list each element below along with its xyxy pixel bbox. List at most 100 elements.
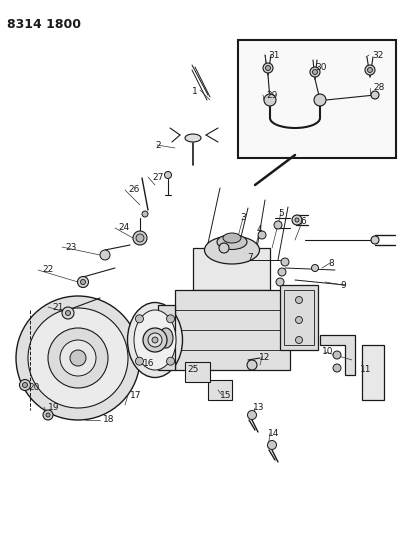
Circle shape — [333, 351, 341, 359]
Circle shape — [166, 357, 174, 365]
Text: 11: 11 — [360, 366, 371, 375]
Bar — [362, 345, 384, 400]
Circle shape — [267, 440, 277, 449]
Text: 15: 15 — [220, 391, 231, 400]
Circle shape — [276, 278, 284, 286]
Circle shape — [135, 315, 144, 323]
Circle shape — [278, 268, 286, 276]
Circle shape — [296, 336, 302, 343]
Text: 21: 21 — [52, 303, 63, 311]
Circle shape — [65, 311, 71, 316]
Circle shape — [100, 250, 110, 260]
Ellipse shape — [205, 236, 259, 264]
Circle shape — [310, 67, 320, 77]
Ellipse shape — [159, 328, 173, 348]
Text: 23: 23 — [65, 243, 76, 252]
Circle shape — [296, 296, 302, 303]
Ellipse shape — [223, 233, 241, 243]
Ellipse shape — [143, 328, 167, 352]
Circle shape — [48, 328, 108, 388]
Text: 17: 17 — [130, 391, 142, 400]
Text: 5: 5 — [278, 208, 284, 217]
Circle shape — [136, 234, 144, 242]
Circle shape — [312, 69, 318, 75]
Circle shape — [274, 221, 282, 229]
Polygon shape — [158, 305, 175, 370]
Text: 30: 30 — [315, 63, 326, 72]
Circle shape — [22, 383, 28, 387]
Circle shape — [281, 258, 289, 266]
Text: 14: 14 — [268, 429, 279, 438]
Circle shape — [135, 357, 144, 365]
Polygon shape — [175, 290, 290, 370]
Text: 13: 13 — [253, 403, 265, 413]
Text: 31: 31 — [268, 51, 280, 60]
Circle shape — [263, 63, 273, 73]
Text: 7: 7 — [247, 254, 253, 262]
Text: 6: 6 — [300, 217, 306, 227]
Text: 10: 10 — [322, 348, 334, 357]
Circle shape — [247, 410, 257, 419]
Text: 25: 25 — [187, 366, 198, 375]
Text: 27: 27 — [152, 173, 163, 182]
Text: 19: 19 — [48, 402, 59, 411]
Circle shape — [77, 277, 89, 287]
Circle shape — [365, 65, 375, 75]
Ellipse shape — [148, 333, 162, 347]
Text: 18: 18 — [103, 416, 115, 424]
Circle shape — [60, 340, 96, 376]
Circle shape — [43, 410, 53, 420]
Circle shape — [164, 172, 172, 179]
Text: 2: 2 — [155, 141, 161, 149]
Bar — [280, 285, 318, 350]
Polygon shape — [320, 335, 355, 375]
Circle shape — [166, 315, 174, 323]
Text: 28: 28 — [373, 84, 384, 93]
Text: 26: 26 — [128, 185, 139, 195]
Text: 8: 8 — [328, 259, 334, 268]
Circle shape — [70, 350, 86, 366]
Text: 16: 16 — [143, 359, 154, 367]
Circle shape — [258, 231, 266, 239]
Bar — [238, 40, 396, 158]
Circle shape — [264, 94, 276, 106]
Circle shape — [296, 317, 302, 324]
Text: 8314 1800: 8314 1800 — [7, 18, 81, 31]
Circle shape — [247, 360, 257, 370]
Circle shape — [371, 91, 379, 99]
Circle shape — [16, 296, 140, 420]
Circle shape — [28, 308, 128, 408]
Circle shape — [133, 231, 147, 245]
Text: 22: 22 — [42, 265, 53, 274]
Circle shape — [81, 279, 85, 285]
Circle shape — [371, 236, 379, 244]
Circle shape — [292, 215, 302, 225]
Polygon shape — [185, 362, 210, 382]
Circle shape — [295, 218, 299, 222]
Circle shape — [367, 68, 373, 72]
Polygon shape — [208, 380, 232, 400]
Text: 20: 20 — [28, 384, 40, 392]
Circle shape — [265, 66, 271, 70]
Text: 9: 9 — [340, 280, 346, 289]
Ellipse shape — [152, 337, 158, 343]
Circle shape — [219, 243, 229, 253]
Text: 24: 24 — [118, 223, 129, 232]
Text: 32: 32 — [372, 51, 383, 60]
Ellipse shape — [217, 235, 247, 249]
Text: 29: 29 — [266, 91, 277, 100]
Text: 4: 4 — [257, 225, 263, 235]
Ellipse shape — [128, 303, 182, 377]
Circle shape — [20, 379, 30, 391]
Circle shape — [62, 307, 74, 319]
Circle shape — [333, 364, 341, 372]
Circle shape — [312, 264, 318, 271]
Circle shape — [142, 211, 148, 217]
Text: 12: 12 — [259, 352, 271, 361]
Ellipse shape — [185, 134, 201, 142]
Text: 1: 1 — [192, 87, 198, 96]
Text: 3: 3 — [240, 214, 246, 222]
Polygon shape — [193, 248, 270, 290]
Circle shape — [314, 94, 326, 106]
Bar — [284, 290, 314, 345]
